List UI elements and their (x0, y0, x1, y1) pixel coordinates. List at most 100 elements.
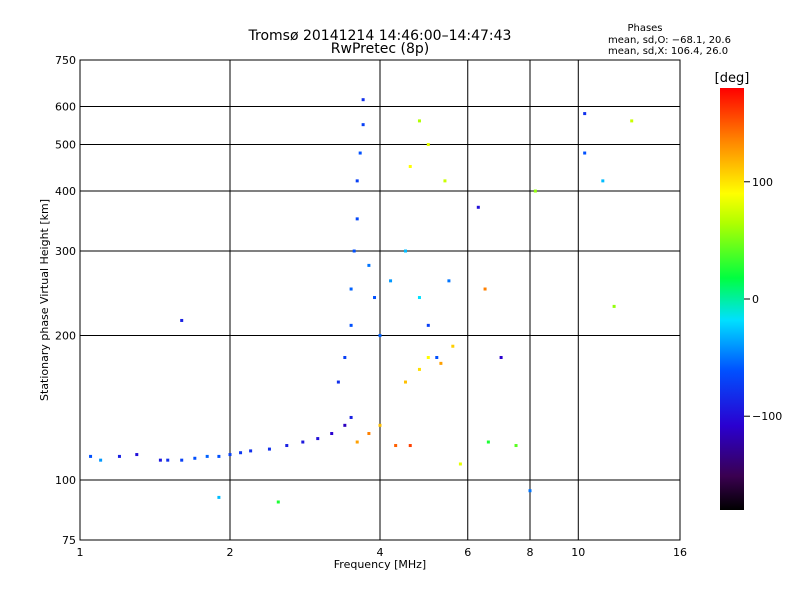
echo-point (583, 112, 587, 116)
colorbar (720, 88, 744, 510)
echo-point (89, 454, 93, 458)
echo-point (249, 449, 253, 453)
echo-point (389, 279, 393, 283)
x-tick-label: 2 (227, 546, 234, 559)
echo-point (528, 489, 532, 493)
echo-point (403, 380, 407, 384)
y-tick-label: 100 (55, 474, 76, 487)
colorbar-tick-label: 100 (752, 176, 773, 189)
y-tick-label: 400 (55, 185, 76, 198)
echo-point (408, 444, 412, 448)
echo-point (483, 287, 487, 291)
echo-point (373, 296, 377, 300)
echo-point (367, 432, 371, 436)
echo-point (630, 119, 634, 123)
echo-point (355, 179, 359, 183)
x-tick-label: 4 (377, 546, 384, 559)
y-tick-label: 600 (55, 101, 76, 114)
echo-point (361, 123, 365, 127)
echo-point (394, 444, 398, 448)
echo-point (117, 454, 121, 458)
echo-point (267, 447, 271, 451)
y-axis-label: Stationary phase Virtual Height [km] (38, 199, 51, 401)
echo-point (426, 323, 430, 327)
y-tick-label: 300 (55, 245, 76, 258)
echo-point (358, 151, 362, 155)
echo-point (533, 189, 537, 193)
chart-subtitle: RwPretec (8p) (331, 41, 429, 57)
echo-point (435, 355, 439, 359)
x-tick-label: 10 (571, 546, 585, 559)
x-tick-label: 8 (527, 546, 534, 559)
y-tick-label: 500 (55, 139, 76, 152)
x-axis-ticks: 1 2 4 6 8 10 16 (77, 546, 688, 559)
echo-point (343, 355, 347, 359)
data-points (89, 98, 634, 504)
echo-point (514, 444, 518, 448)
echo-point (193, 456, 197, 460)
echo-point (99, 458, 103, 462)
echo-point (476, 205, 480, 209)
echo-point (135, 453, 139, 457)
echo-point (336, 380, 340, 384)
echo-point (180, 458, 184, 462)
echo-point (443, 179, 447, 183)
echo-point (417, 367, 421, 371)
echo-point (458, 462, 462, 466)
y-axis-ticks: 75 100 200 300 400 500 600 750 (55, 54, 76, 547)
y-tick-label: 200 (55, 330, 76, 343)
echo-point (486, 440, 490, 444)
echo-point (612, 304, 616, 308)
echo-point (205, 454, 209, 458)
echo-point (355, 440, 359, 444)
echo-point (361, 98, 365, 102)
echo-point (285, 444, 289, 448)
echo-point (426, 355, 430, 359)
colorbar-tick-label: 0 (752, 293, 759, 306)
echo-point (408, 164, 412, 168)
chart-title: Tromsø 20141214 14:46:00–14:47:43 (248, 28, 512, 44)
phases-heading: Phases (627, 23, 662, 34)
x-tick-label: 1 (77, 546, 84, 559)
echo-point (352, 249, 356, 253)
echo-point (499, 355, 503, 359)
x-axis-label: Frequency [MHz] (334, 558, 426, 571)
echo-point (417, 119, 421, 123)
echo-point (276, 500, 280, 504)
echo-point (601, 179, 605, 183)
echo-point (367, 263, 371, 267)
echo-point (166, 458, 170, 462)
echo-point (217, 495, 221, 499)
echo-point (217, 454, 221, 458)
echo-point (355, 217, 359, 221)
echo-point (451, 344, 455, 348)
echo-point (378, 423, 382, 427)
echo-point (349, 287, 353, 291)
colorbar-unit-label: [deg] (715, 71, 750, 86)
echo-point (239, 451, 243, 455)
echo-point (349, 415, 353, 419)
colorbar-tick-label: −100 (752, 410, 782, 423)
echo-point (583, 151, 587, 155)
echo-point (180, 318, 184, 322)
y-tick-label: 75 (62, 534, 76, 547)
echo-point (301, 440, 305, 444)
echo-point (378, 334, 382, 338)
echo-point (349, 323, 353, 327)
echo-point (228, 453, 232, 457)
phases-line-x: mean, sd,X: 106.4, 26.0 (608, 46, 728, 57)
echo-point (158, 458, 162, 462)
echo-point (330, 432, 334, 436)
y-tick-label: 750 (55, 54, 76, 67)
x-tick-label: 6 (464, 546, 471, 559)
echo-point (439, 361, 443, 365)
x-tick-label: 16 (673, 546, 687, 559)
echo-point (316, 437, 320, 441)
colorbar-ticks: 100 0 −100 (744, 176, 782, 423)
echo-point (403, 249, 407, 253)
echo-point (343, 423, 347, 427)
echo-point (426, 143, 430, 147)
echo-point (447, 279, 451, 283)
echo-point (417, 296, 421, 300)
